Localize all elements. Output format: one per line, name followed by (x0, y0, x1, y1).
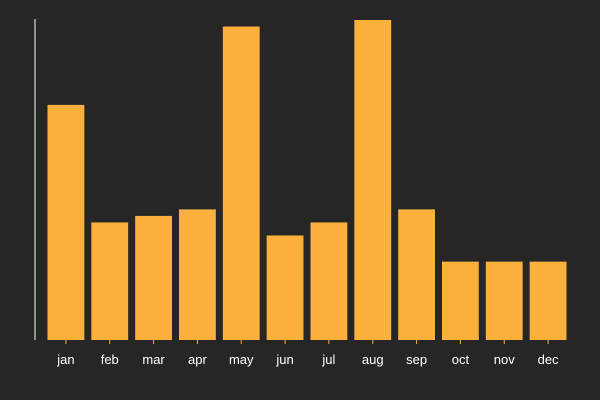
bars-group (47, 20, 567, 341)
x-tick-label-nov: nov (494, 352, 515, 367)
bar-oct (442, 261, 479, 340)
x-tick-label-may: may (229, 352, 254, 367)
bar-dec (529, 261, 567, 340)
x-tick-label-oct: oct (452, 352, 470, 367)
bar-apr (179, 209, 216, 340)
x-tick-label-apr: apr (188, 352, 207, 367)
x-tick-label-sep: sep (406, 352, 427, 367)
bar-jul (310, 222, 348, 340)
x-tick-label-dec: dec (538, 352, 559, 367)
bar-jan (47, 104, 85, 341)
x-axis-tick-labels: jan feb mar apr may jun jul aug sep oct nov dec (56, 352, 559, 367)
x-tick-label-jun: jun (275, 352, 293, 367)
x-tick-label-mar: mar (142, 352, 165, 367)
bar-aug (354, 20, 392, 340)
bar-nov (485, 261, 523, 340)
bar-mar (135, 215, 172, 340)
x-tick-label-jan: jan (56, 352, 74, 367)
bar-jun (266, 235, 304, 340)
x-tick-label-feb: feb (101, 352, 119, 367)
x-tick-label-jul: jul (321, 352, 335, 367)
x-axis-ticks (65, 340, 549, 344)
bar-sep (398, 209, 435, 340)
bar-may (222, 26, 260, 341)
x-tick-label-aug: aug (362, 352, 384, 367)
bar-feb (91, 222, 129, 340)
